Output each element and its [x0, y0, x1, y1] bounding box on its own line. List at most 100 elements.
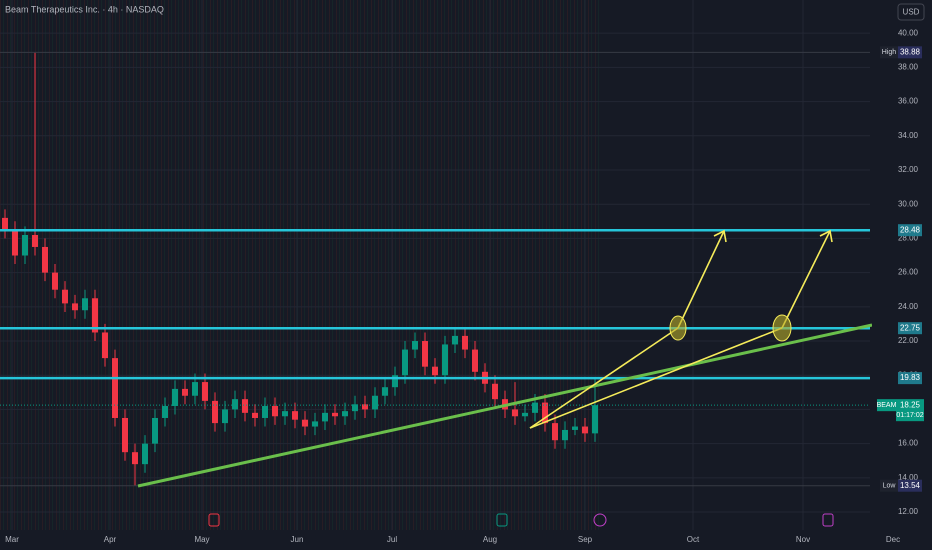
candle-body [42, 246, 48, 273]
arrow-head [713, 229, 727, 243]
candle-body [472, 349, 478, 372]
x-tick-label: Mar [5, 535, 19, 544]
candle-body [92, 298, 98, 333]
high-tag [880, 46, 898, 59]
y-tick-label: 24.00 [898, 302, 919, 311]
candle-body [332, 412, 338, 417]
marker-circle [669, 315, 687, 341]
candle-body [382, 387, 388, 396]
candle-body [212, 400, 218, 424]
y-tick-label: 26.00 [898, 268, 919, 277]
candle-body [102, 332, 108, 359]
x-tick-label: Dec [886, 535, 900, 544]
candle-body [262, 406, 268, 418]
candle-body [302, 419, 308, 427]
last-value: 18.25 [900, 400, 921, 409]
currency[interactable]: USD [903, 8, 920, 17]
x-tick-label: Jun [291, 535, 304, 544]
arrow [781, 230, 831, 329]
level-label: 28.48 [900, 225, 921, 234]
candle-body [242, 399, 248, 413]
y-tick-label: 38.00 [898, 62, 919, 71]
candle-body [172, 388, 178, 407]
y-tick-label: 40.00 [898, 28, 919, 37]
currency-box[interactable] [897, 3, 925, 21]
candle-body [572, 426, 578, 430]
level-badge [898, 224, 922, 237]
candle-body [432, 366, 438, 376]
candle-body [552, 423, 558, 441]
low-badge [898, 479, 922, 492]
high-label: High [882, 49, 897, 56]
symbol: BEAM [877, 402, 897, 409]
x-tick-label: May [194, 535, 209, 544]
candle-body [22, 234, 28, 256]
candle-body [12, 229, 18, 256]
x-tick-label: Sep [578, 535, 593, 544]
candle-body [252, 412, 258, 418]
x-tick-label: Apr [104, 535, 117, 544]
candle-body [72, 303, 78, 311]
y-tick-label: 32.00 [898, 165, 919, 174]
high-badge [898, 46, 922, 59]
candle-body [532, 402, 538, 413]
y-tick-label: 14.00 [898, 473, 919, 482]
candle-body [62, 289, 68, 304]
event-icon [822, 513, 834, 527]
candle-body [372, 395, 378, 410]
candle-body [452, 335, 458, 345]
candle-body [112, 358, 118, 418]
candle-body [362, 404, 368, 410]
candle-body [412, 341, 418, 350]
candle-body [592, 405, 598, 434]
candle-body [52, 272, 58, 290]
event-icon [593, 513, 607, 527]
candle-body [342, 411, 348, 417]
candle-body [282, 411, 288, 417]
chart-title: Beam Therapeutics Inc. · 4h · NASDAQ [5, 4, 164, 14]
candle-body [562, 429, 568, 441]
candle-body [582, 426, 588, 434]
level-label: 22.75 [900, 323, 921, 332]
candle-body [202, 382, 208, 401]
candle-body [182, 388, 188, 396]
event-icon [208, 513, 220, 527]
trend-line [137, 323, 873, 488]
low-value: 13.54 [900, 481, 921, 490]
high-value: 38.88 [900, 47, 921, 56]
level-badge [898, 322, 922, 335]
arrow [529, 327, 679, 429]
candle-body [352, 404, 358, 412]
x-tick-label: Jul [387, 535, 397, 544]
marks [0, 51, 870, 487]
candle-body [462, 335, 468, 350]
candle-body [122, 417, 128, 453]
candle-body [82, 298, 88, 311]
last-badge [896, 399, 924, 422]
y-tick-label: 36.00 [898, 97, 919, 106]
candle-body [512, 409, 518, 417]
candle-body [292, 411, 298, 420]
session-shading [0, 0, 600, 530]
candle-body [492, 383, 498, 400]
low-tag [880, 479, 898, 492]
drawings [137, 229, 873, 527]
price-axis [872, 0, 932, 550]
level-label: 19.83 [900, 373, 921, 382]
candle-body [192, 382, 198, 396]
candle-body [402, 349, 408, 376]
y-tick-label: 30.00 [898, 199, 919, 208]
grid [0, 0, 894, 530]
symbol-tag [877, 399, 896, 412]
candle-body [392, 375, 398, 388]
axis: 12.0014.0016.0018.0020.0022.0024.0026.00… [5, 28, 924, 544]
candle-body [522, 412, 528, 417]
level-badge [898, 372, 922, 385]
candle-body [542, 402, 548, 424]
candle-body [272, 406, 278, 417]
candle-body [162, 406, 168, 418]
time-axis [0, 530, 932, 550]
countdown: 01:17:02 [896, 412, 923, 419]
